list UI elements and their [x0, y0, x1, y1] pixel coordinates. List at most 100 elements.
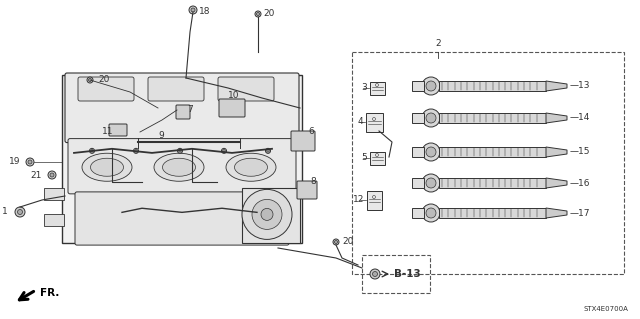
Polygon shape	[546, 113, 567, 123]
Circle shape	[422, 143, 440, 161]
Text: 4: 4	[357, 117, 363, 127]
FancyBboxPatch shape	[65, 73, 299, 143]
Text: 7: 7	[187, 106, 193, 115]
Bar	[439, 147, 546, 157]
Circle shape	[90, 148, 95, 153]
Bar	[365, 113, 383, 131]
Bar	[439, 81, 546, 91]
Bar	[367, 190, 381, 210]
Circle shape	[426, 178, 436, 188]
Circle shape	[370, 269, 380, 279]
Circle shape	[179, 150, 181, 152]
Circle shape	[426, 208, 436, 218]
Bar	[242, 188, 300, 243]
Circle shape	[422, 204, 440, 222]
FancyBboxPatch shape	[176, 105, 190, 119]
Text: 20: 20	[263, 10, 275, 19]
Polygon shape	[546, 147, 567, 157]
Bar	[44, 214, 64, 226]
Bar	[369, 152, 385, 165]
Ellipse shape	[154, 153, 204, 181]
FancyBboxPatch shape	[297, 181, 317, 199]
FancyBboxPatch shape	[68, 138, 296, 194]
Circle shape	[191, 8, 195, 12]
Circle shape	[255, 11, 261, 17]
Circle shape	[267, 150, 269, 152]
Bar	[412, 113, 424, 123]
Ellipse shape	[234, 158, 268, 176]
Bar	[362, 255, 430, 293]
Circle shape	[87, 77, 93, 83]
Circle shape	[257, 12, 259, 16]
Text: STX4E0700A: STX4E0700A	[583, 306, 628, 312]
Text: —13: —13	[570, 81, 591, 91]
Circle shape	[17, 210, 22, 214]
Polygon shape	[546, 208, 567, 218]
Bar	[439, 113, 546, 123]
Circle shape	[422, 174, 440, 192]
Text: 10: 10	[228, 91, 239, 100]
Text: 20: 20	[342, 238, 353, 247]
Circle shape	[91, 150, 93, 152]
Text: 21: 21	[31, 170, 42, 180]
Circle shape	[15, 207, 25, 217]
Ellipse shape	[163, 158, 195, 176]
Circle shape	[221, 148, 227, 153]
Ellipse shape	[90, 158, 124, 176]
Text: 6: 6	[308, 128, 314, 137]
Circle shape	[426, 113, 436, 123]
Circle shape	[135, 150, 137, 152]
Circle shape	[189, 6, 197, 14]
FancyBboxPatch shape	[291, 131, 315, 151]
FancyBboxPatch shape	[219, 99, 245, 117]
Text: 1: 1	[3, 207, 8, 217]
Text: 3: 3	[361, 84, 367, 93]
Circle shape	[134, 148, 138, 153]
Text: —14: —14	[570, 114, 590, 122]
Ellipse shape	[82, 153, 132, 181]
Circle shape	[333, 239, 339, 245]
Bar	[412, 178, 424, 188]
Text: 18: 18	[199, 8, 211, 17]
Circle shape	[48, 171, 56, 179]
Text: —17: —17	[570, 209, 591, 218]
Text: 2: 2	[435, 39, 441, 48]
Polygon shape	[546, 178, 567, 188]
Circle shape	[223, 150, 225, 152]
Circle shape	[426, 81, 436, 91]
Circle shape	[88, 78, 92, 81]
Text: 5: 5	[361, 153, 367, 162]
Bar	[439, 208, 546, 218]
FancyBboxPatch shape	[75, 192, 289, 245]
Text: B-13: B-13	[394, 269, 420, 279]
Bar	[352, 52, 624, 274]
Text: 20: 20	[98, 76, 109, 85]
Bar	[412, 147, 424, 157]
FancyBboxPatch shape	[148, 77, 204, 101]
Text: 8: 8	[310, 177, 316, 187]
FancyBboxPatch shape	[78, 77, 134, 101]
Circle shape	[422, 109, 440, 127]
Bar	[439, 178, 546, 188]
Circle shape	[242, 189, 292, 239]
Text: 12: 12	[353, 196, 364, 204]
Text: 11: 11	[102, 128, 113, 137]
Polygon shape	[546, 81, 567, 91]
Circle shape	[28, 160, 32, 164]
Bar	[412, 81, 424, 91]
FancyBboxPatch shape	[218, 77, 274, 101]
Circle shape	[266, 148, 271, 153]
Circle shape	[26, 158, 34, 166]
Text: —15: —15	[570, 147, 591, 157]
Bar	[44, 188, 64, 200]
Bar	[369, 81, 385, 94]
FancyBboxPatch shape	[109, 124, 127, 136]
Ellipse shape	[226, 153, 276, 181]
Circle shape	[261, 208, 273, 220]
Circle shape	[335, 241, 337, 243]
Text: 9: 9	[158, 131, 164, 140]
Circle shape	[372, 271, 378, 277]
Circle shape	[422, 77, 440, 95]
Circle shape	[50, 173, 54, 177]
Text: —16: —16	[570, 179, 591, 188]
